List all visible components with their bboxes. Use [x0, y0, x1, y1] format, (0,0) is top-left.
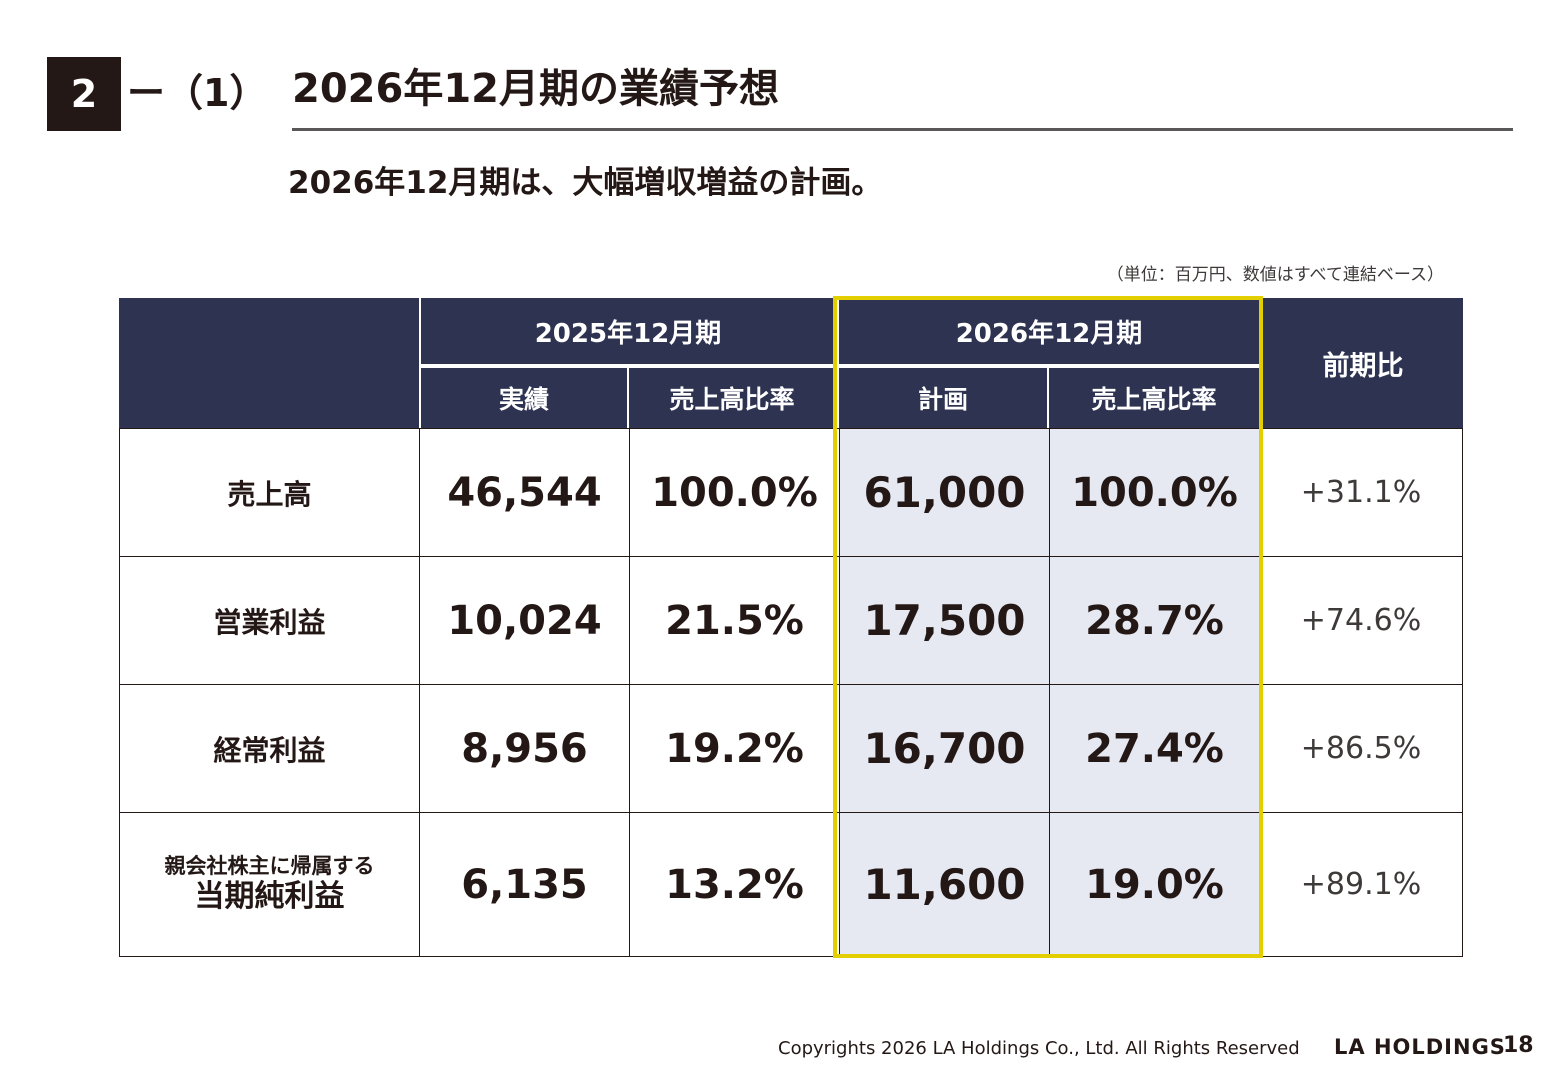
cell-operating-actual-ratio: 21.5%	[629, 556, 840, 685]
header-sales-ratio-2026: 売上高比率	[1049, 368, 1259, 428]
page-number: 18	[1503, 1033, 1534, 1058]
cell-net-plan-ratio: 19.0%	[1049, 812, 1260, 957]
forecast-table: 2025年12月期 2026年12月期 前期比 実績 売上高比率 計画 売上高比…	[119, 296, 1463, 958]
header-period-2026: 2026年12月期	[839, 298, 1259, 364]
cell-sales-yoy: +31.1%	[1259, 428, 1463, 557]
header-empty-cell	[119, 298, 419, 428]
section-number: 2	[47, 57, 121, 131]
cell-net-yoy: +89.1%	[1259, 812, 1463, 957]
cell-ordinary-plan: 16,700	[839, 684, 1050, 813]
cell-operating-plan: 17,500	[839, 556, 1050, 685]
cell-sales-plan: 61,000	[839, 428, 1050, 557]
section-subnumber: ー（1）	[127, 71, 268, 115]
header-yoy: 前期比	[1263, 298, 1463, 428]
cell-ordinary-actual-ratio: 19.2%	[629, 684, 840, 813]
row-label-net-income-top: 親会社株主に帰属する	[164, 853, 375, 878]
header-plan: 計画	[839, 368, 1047, 428]
cell-operating-plan-ratio: 28.7%	[1049, 556, 1260, 685]
row-label-net-income-bottom: 当期純利益	[194, 879, 345, 915]
page-title: 2026年12月期の業績予想	[292, 66, 779, 112]
cell-ordinary-yoy: +86.5%	[1259, 684, 1463, 813]
header-actual: 実績	[421, 368, 627, 428]
cell-ordinary-actual: 8,956	[419, 684, 630, 813]
page-subtitle: 2026年12月期は、大幅増収増益の計画。	[288, 165, 883, 201]
cell-sales-actual-ratio: 100.0%	[629, 428, 840, 557]
row-label-ordinary-profit: 経常利益	[119, 684, 420, 813]
cell-net-actual: 6,135	[419, 812, 630, 957]
cell-sales-actual: 46,544	[419, 428, 630, 557]
title-divider	[292, 128, 1513, 131]
row-label-sales: 売上高	[119, 428, 420, 557]
row-label-net-income: 親会社株主に帰属する 当期純利益	[119, 812, 420, 957]
company-logo: LA HOLDINGS	[1334, 1035, 1506, 1059]
row-label-operating-profit: 営業利益	[119, 556, 420, 685]
header-sales-ratio-2025: 売上高比率	[629, 368, 835, 428]
cell-net-actual-ratio: 13.2%	[629, 812, 840, 957]
cell-operating-actual: 10,024	[419, 556, 630, 685]
unit-note: （単位：百万円、数値はすべて連結ベース）	[1106, 265, 1444, 285]
header-period-2025: 2025年12月期	[421, 298, 835, 364]
cell-net-plan: 11,600	[839, 812, 1050, 957]
cell-ordinary-plan-ratio: 27.4%	[1049, 684, 1260, 813]
footer-copyright: Copyrights 2026 LA Holdings Co., Ltd. Al…	[778, 1038, 1300, 1059]
cell-sales-plan-ratio: 100.0%	[1049, 428, 1260, 557]
cell-operating-yoy: +74.6%	[1259, 556, 1463, 685]
